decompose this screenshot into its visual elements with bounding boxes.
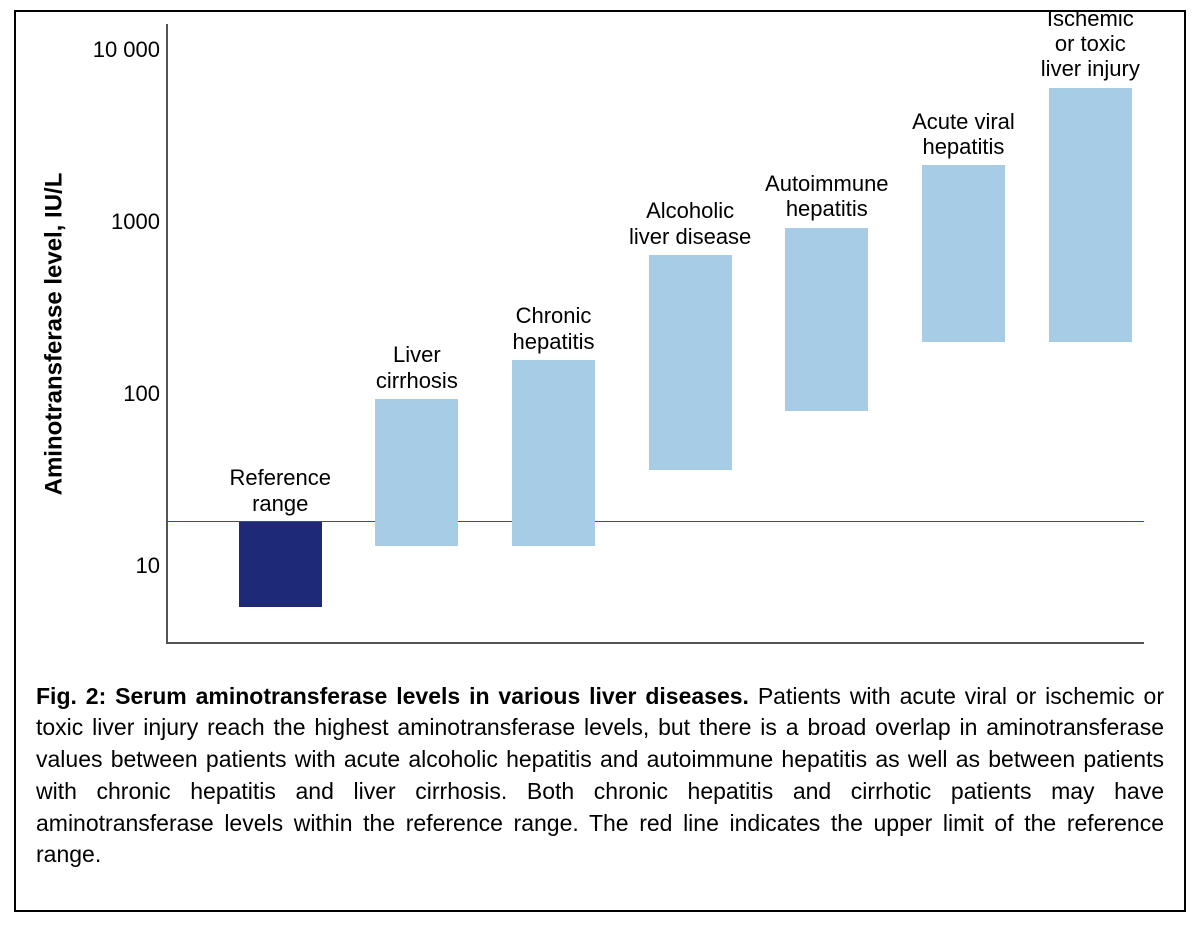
bar-label-line: cirrhosis [332,368,502,393]
chart-area: Aminotransferase level, IU/L 10100100010… [32,24,1168,644]
bar-label-ischemic: Ischemicor toxicliver injury [1005,6,1175,82]
bar-label-line: Reference [195,465,365,490]
caption-body: Patients with acute viral or ischemic or… [36,683,1164,868]
bar-label-line: hepatitis [742,196,912,221]
bar-label-reference: Referencerange [195,465,365,516]
caption-area: Fig. 2: Serum aminotransferase levels in… [32,644,1168,894]
bar-reference [239,522,322,607]
figure-caption: Fig. 2: Serum aminotransferase levels in… [36,681,1164,871]
bar-acute_viral [922,165,1005,342]
figure-frame: Aminotransferase level, IU/L 10100100010… [14,10,1186,912]
bar-chronic [512,360,595,546]
bar-alcoholic [649,255,732,470]
y-axis-tick-labels: 10 100 1000 10 000 [76,24,166,644]
bar-label-acute_viral: Acute viralhepatitis [878,109,1048,160]
bar-cirrhosis [375,399,458,546]
bar-label-line: hepatitis [878,134,1048,159]
plot-area: ReferencerangeLivercirrhosisChronichepat… [166,24,1144,644]
y-tick-label: 10 000 [93,37,160,63]
plot-column: ReferencerangeLivercirrhosisChronichepat… [166,24,1168,644]
bar-label-chronic: Chronichepatitis [469,303,639,354]
y-tick-label: 100 [123,381,160,407]
bar-label-line: range [195,491,365,516]
y-axis-title: Aminotransferase level, IU/L [40,172,68,495]
bar-ischemic [1049,88,1132,342]
bar-label-line: or toxic [1005,31,1175,56]
bar-label-line: liver injury [1005,56,1175,81]
bar-autoimmune [785,228,868,412]
bar-label-line: Chronic [469,303,639,328]
y-tick-label: 1000 [111,209,160,235]
y-tick-label: 10 [136,553,160,579]
bar-label-line: Autoimmune [742,171,912,196]
bar-label-line: hepatitis [469,329,639,354]
bar-label-line: Ischemic [1005,6,1175,31]
y-axis-title-column: Aminotransferase level, IU/L [32,24,76,644]
bar-label-autoimmune: Autoimmunehepatitis [742,171,912,222]
caption-lead: Fig. 2: Serum aminotransferase levels in… [36,683,749,709]
bar-label-line: Acute viral [878,109,1048,134]
bar-label-line: liver disease [605,224,775,249]
